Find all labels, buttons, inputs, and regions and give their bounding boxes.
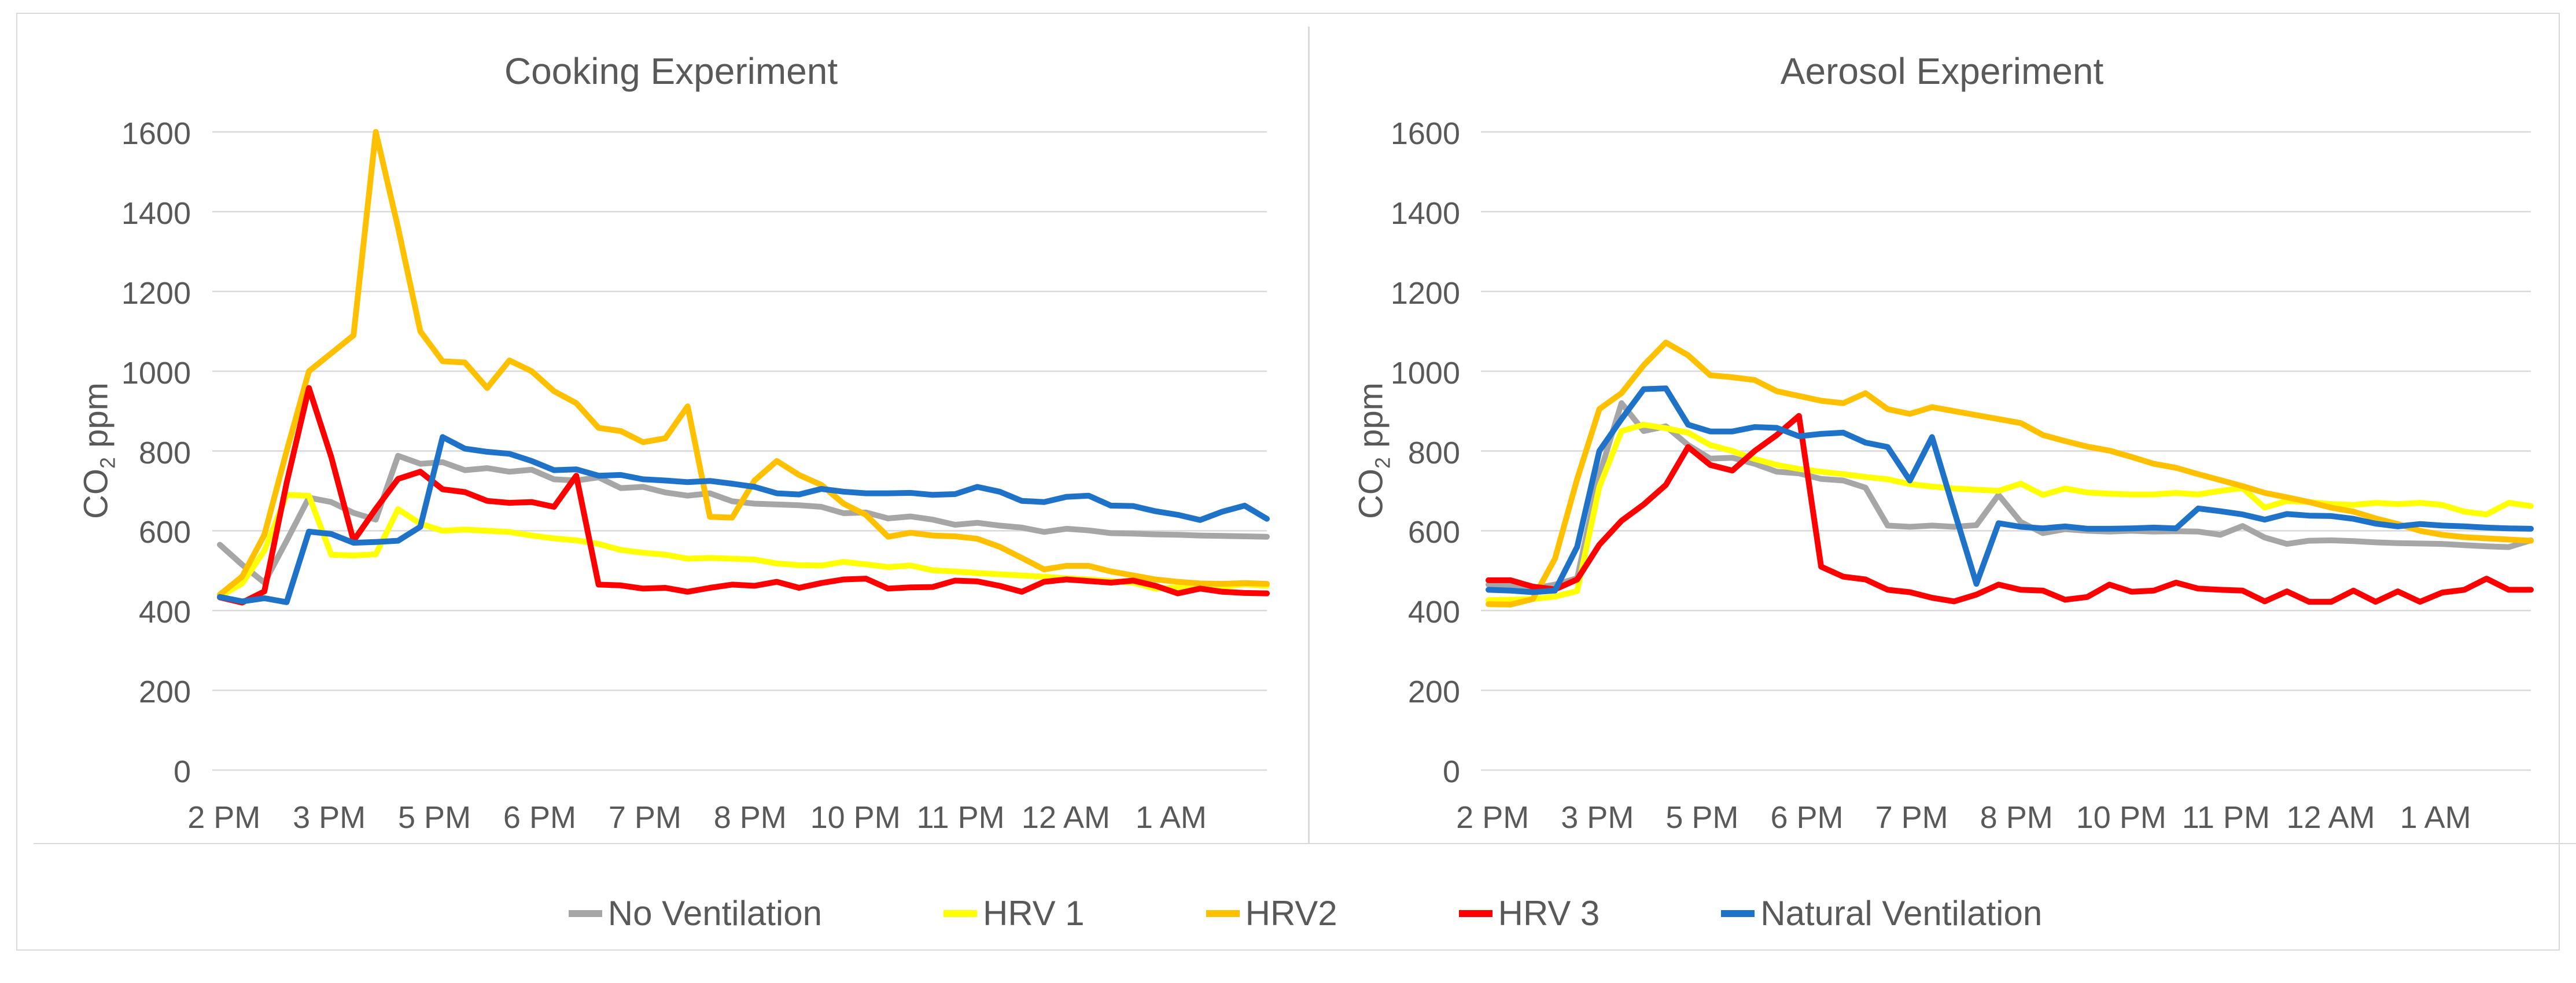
legend-swatch (568, 910, 602, 917)
y-tick-label: 600 (138, 515, 191, 550)
y-tick-label: 1400 (1390, 196, 1460, 231)
x-tick-label: 12 AM (1021, 800, 1111, 835)
y-tick-label: 800 (138, 435, 191, 470)
legend-swatch (1721, 910, 1755, 917)
y-tick-label: 1600 (1390, 116, 1460, 151)
x-tick-label: 11 PM (916, 800, 1005, 835)
y-tick-label: 1200 (121, 275, 191, 311)
series-line-hrv2 (1486, 340, 2534, 608)
y-tick-label: 1000 (121, 355, 191, 391)
series-line-no-ventilation (1486, 400, 2534, 592)
chart-plot-svg (212, 129, 2534, 771)
y-tick-label: 800 (1407, 435, 1460, 470)
y-tick-label: 0 (1442, 754, 1460, 789)
y-tick-label: 600 (1407, 515, 1460, 550)
legend-item: HRV2 (1206, 893, 1337, 933)
x-tick-label: 11 PM (2181, 800, 2270, 835)
x-tick-label: 10 PM (2076, 800, 2166, 835)
legend-separator (34, 843, 2576, 844)
y-tick-label: 1400 (121, 196, 191, 231)
panel-divider (1308, 27, 1310, 844)
chart-figure: Cooking Experiment Aerosol Experiment CO… (16, 13, 2576, 951)
y-tick-label: 0 (173, 754, 191, 789)
series-line-natural-ventilation (217, 434, 1270, 605)
x-tick-label: 8 PM (1980, 800, 2053, 835)
y-tick-label: 400 (1407, 595, 1460, 630)
right-chart-title: Aerosol Experiment (1780, 50, 2104, 92)
x-tick-label: 3 PM (293, 800, 366, 835)
legend-item: No Ventilation (568, 893, 823, 933)
x-tick-label: 7 PM (608, 800, 681, 835)
x-tick-label: 3 PM (1561, 800, 1634, 835)
x-tick-label: 1 AM (2400, 800, 2471, 835)
x-tick-label: 1 AM (1135, 800, 1207, 835)
legend-item: HRV 3 (1458, 893, 1600, 933)
x-tick-label: 12 AM (2286, 800, 2375, 835)
series-line-hrv-1 (1486, 422, 2534, 603)
series-line-no-ventilation (217, 452, 1270, 586)
y-tick-label: 200 (1407, 675, 1460, 710)
legend-swatch (1206, 910, 1240, 917)
x-tick-label: 10 PM (810, 800, 901, 835)
series-line-hrv2 (217, 129, 1270, 598)
legend-item: Natural Ventilation (1721, 893, 2042, 933)
x-tick-label: 6 PM (503, 800, 576, 835)
series-line-hrv-3 (1486, 413, 2534, 605)
legend-swatch (944, 910, 978, 917)
y-tick-label: 400 (138, 595, 191, 630)
y-tick-label: 1000 (1390, 355, 1460, 391)
legend-label: Natural Ventilation (1760, 894, 2043, 933)
left-chart-title: Cooking Experiment (504, 50, 838, 92)
x-tick-label: 5 PM (398, 800, 471, 835)
x-tick-label: 5 PM (1665, 800, 1739, 835)
legend-label: HRV 1 (983, 894, 1085, 933)
legend-item: HRV 1 (944, 893, 1085, 933)
y-tick-label: 200 (138, 675, 191, 710)
x-tick-label: 8 PM (713, 800, 787, 835)
legend-swatch (1458, 910, 1492, 917)
legend-label: No Ventilation (607, 894, 823, 933)
x-tick-label: 2 PM (1456, 800, 1530, 835)
y-tick-label: 1600 (121, 116, 191, 151)
series-line-natural-ventilation (1486, 385, 2534, 595)
x-tick-label: 6 PM (1770, 800, 1844, 835)
series-line-hrv-3 (217, 385, 1270, 606)
legend-label: HRV2 (1245, 894, 1337, 933)
x-tick-label: 2 PM (187, 800, 261, 835)
legend: No Ventilation HRV 1 HRV2 HRV 3 Natural Vent… (17, 893, 2576, 933)
y-tick-label: 1200 (1390, 275, 1460, 311)
x-tick-label: 7 PM (1875, 800, 1948, 835)
legend-label: HRV 3 (1498, 894, 1600, 933)
